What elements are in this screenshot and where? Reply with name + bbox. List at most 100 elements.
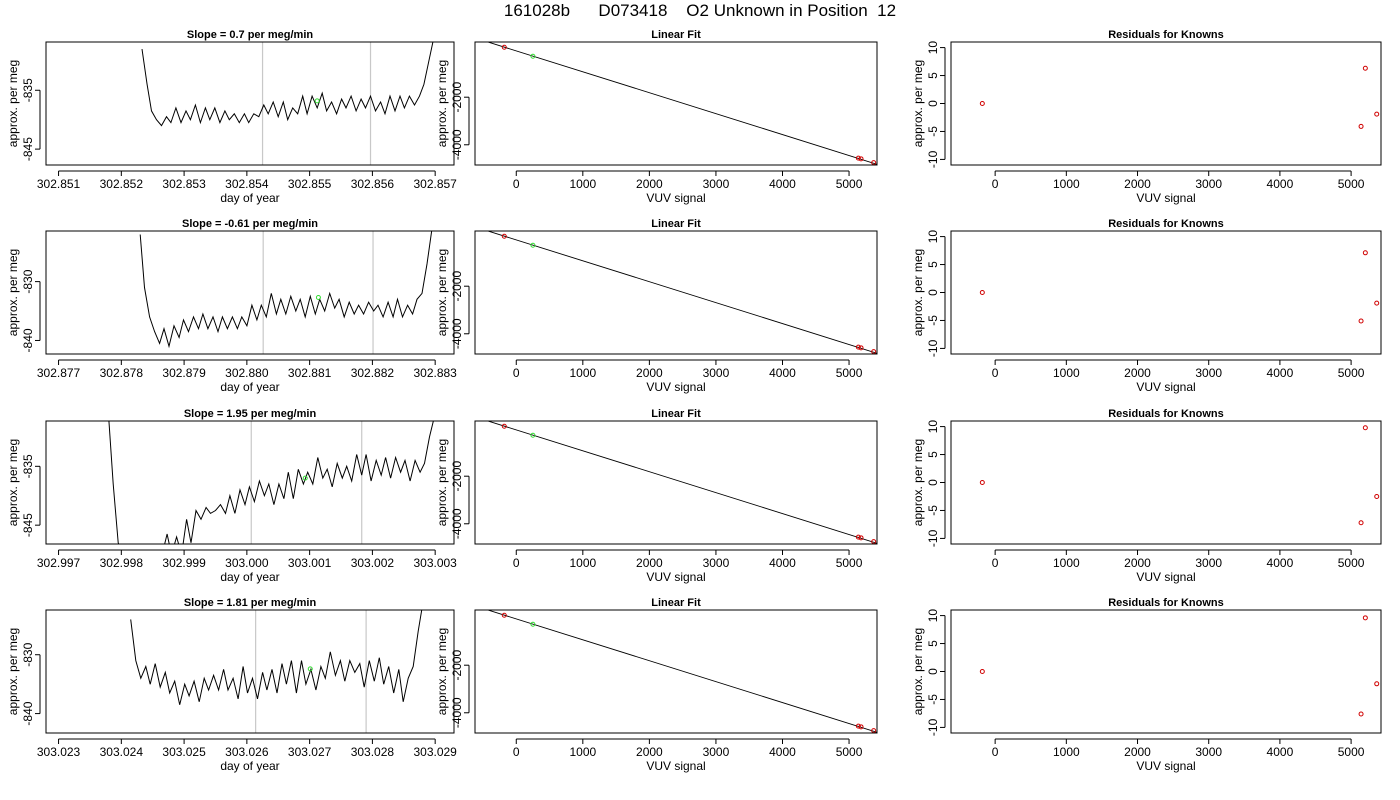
x-tick-label: 3000	[703, 177, 730, 191]
y-axis-label: approx. per meg	[6, 439, 20, 526]
x-tick-label: 1000	[569, 177, 596, 191]
x-tick-label: 302.999	[162, 556, 206, 570]
x-tick-label: 303.029	[413, 745, 457, 759]
data-point	[1362, 65, 1368, 71]
x-tick-label: 302.851	[37, 177, 81, 191]
fit-line	[486, 42, 877, 165]
x-tick-label: 303.026	[225, 745, 269, 759]
y-axis-label: approx. per meg	[6, 628, 20, 715]
plot-area	[486, 231, 877, 354]
x-tick-label: 303.003	[413, 556, 457, 570]
data-point	[855, 155, 861, 161]
plot-area	[486, 421, 877, 544]
data-point	[1374, 681, 1380, 687]
y-tick-label: -10	[926, 718, 940, 736]
x-tick-label: 303.023	[37, 745, 81, 759]
data-point	[858, 535, 864, 541]
y-axis-label: approx. per meg	[6, 60, 20, 147]
series-line	[139, 231, 433, 349]
panel-title: Linear Fit	[651, 597, 701, 609]
x-tick-label: 302.857	[413, 177, 457, 191]
y-tick-label: -4000	[450, 318, 464, 349]
plot-area	[130, 610, 423, 705]
y-tick-label: 5	[926, 640, 940, 647]
unknown-point	[315, 295, 321, 301]
y-tick-label: 0	[926, 100, 940, 107]
x-tick-label: 2000	[636, 556, 663, 570]
y-axis-label: approx. per meg	[435, 60, 449, 147]
data-point	[858, 724, 864, 730]
series-line	[130, 610, 423, 705]
x-tick-label: 5000	[1338, 366, 1365, 380]
y-tick-label: -10	[926, 339, 940, 357]
x-axis-label: VUV signal	[646, 380, 705, 394]
y-axis-label: approx. per meg	[911, 249, 925, 336]
y-axis-label: approx. per meg	[435, 439, 449, 526]
x-tick-label: 0	[513, 556, 520, 570]
panel-title: Residuals for Knowns	[1108, 597, 1224, 609]
y-tick-label: 0	[926, 668, 940, 675]
x-tick-label: 0	[992, 745, 999, 759]
x-tick-label: 4000	[1267, 745, 1294, 759]
y-tick-label: -845	[21, 513, 35, 537]
plot-area	[979, 65, 1380, 129]
y-tick-label: -4000	[450, 697, 464, 728]
y-tick-label: 0	[926, 289, 940, 296]
x-axis-label: day of year	[220, 191, 279, 205]
x-axis-label: VUV signal	[646, 191, 705, 205]
plot-frame	[950, 609, 1382, 734]
y-tick-label: -5	[926, 694, 940, 705]
data-point	[1374, 493, 1380, 499]
x-axis-label: day of year	[220, 380, 279, 394]
y-tick-label: -845	[21, 137, 35, 161]
x-tick-label: 302.883	[413, 366, 457, 380]
plot-frame	[474, 41, 878, 166]
y-tick-label: -4000	[450, 508, 464, 539]
data-point	[1362, 425, 1368, 431]
plot-frame	[474, 609, 878, 734]
chart-panel-8: Linear Fit 0 1000 2000 3000 4000 5000 VUV signa…	[435, 408, 878, 584]
y-tick-label: -830	[21, 642, 35, 666]
plot-frame	[45, 230, 455, 355]
y-tick-label: 5	[926, 261, 940, 268]
x-tick-label: 302.853	[162, 177, 206, 191]
y-tick-label: -10	[926, 150, 940, 168]
chart-panel-3: Residuals for Knowns 0 1000 2000 3000 4000 500…	[911, 29, 1382, 205]
x-tick-label: 4000	[769, 556, 796, 570]
chart-panel-1: Slope = 0.7 per meg/min 302.851 302.852 302…	[6, 29, 457, 205]
data-point	[979, 669, 985, 674]
chart-panel-11: Linear Fit 0 1000 2000 3000 4000 5000 VUV signa…	[435, 597, 878, 773]
x-tick-label: 2000	[636, 745, 663, 759]
chart-panel-12: Residuals for Knowns 0 1000 2000 3000 4000 500…	[911, 597, 1382, 773]
y-axis-label: approx. per meg	[911, 628, 925, 715]
x-axis-label: VUV signal	[1136, 380, 1195, 394]
x-tick-label: 2000	[1124, 177, 1151, 191]
chart-panel-6: Residuals for Knowns 0 1000 2000 3000 4000 500…	[911, 218, 1382, 394]
y-tick-label: -2000	[450, 650, 464, 681]
data-point	[501, 233, 507, 239]
plot-frame	[950, 41, 1382, 166]
x-axis-label: VUV signal	[1136, 759, 1195, 773]
x-tick-label: 302.855	[288, 177, 332, 191]
plot-area	[486, 42, 877, 165]
y-tick-label: -10	[926, 529, 940, 547]
plot-frame	[45, 41, 455, 166]
plot-frame	[45, 420, 455, 545]
plot-frame	[950, 420, 1382, 545]
panel-title: Residuals for Knowns	[1108, 29, 1224, 41]
y-tick-label: -4000	[450, 129, 464, 160]
x-tick-label: 302.882	[351, 366, 395, 380]
x-tick-label: 303.002	[351, 556, 395, 570]
x-axis-label: VUV signal	[646, 570, 705, 584]
y-axis-label: approx. per meg	[435, 628, 449, 715]
plot-frame	[45, 609, 455, 734]
panel-title: Slope = 1.81 per meg/min	[184, 597, 317, 609]
x-tick-label: 303.000	[225, 556, 269, 570]
unknown-point	[307, 666, 313, 672]
y-tick-label: 5	[926, 72, 940, 79]
x-tick-label: 1000	[1053, 366, 1080, 380]
fit-line	[486, 610, 877, 733]
x-tick-label: 5000	[836, 745, 863, 759]
data-point	[501, 612, 507, 618]
chart-panel-5: Linear Fit 0 1000 2000 3000 4000 5000 VUV signa…	[435, 218, 878, 394]
